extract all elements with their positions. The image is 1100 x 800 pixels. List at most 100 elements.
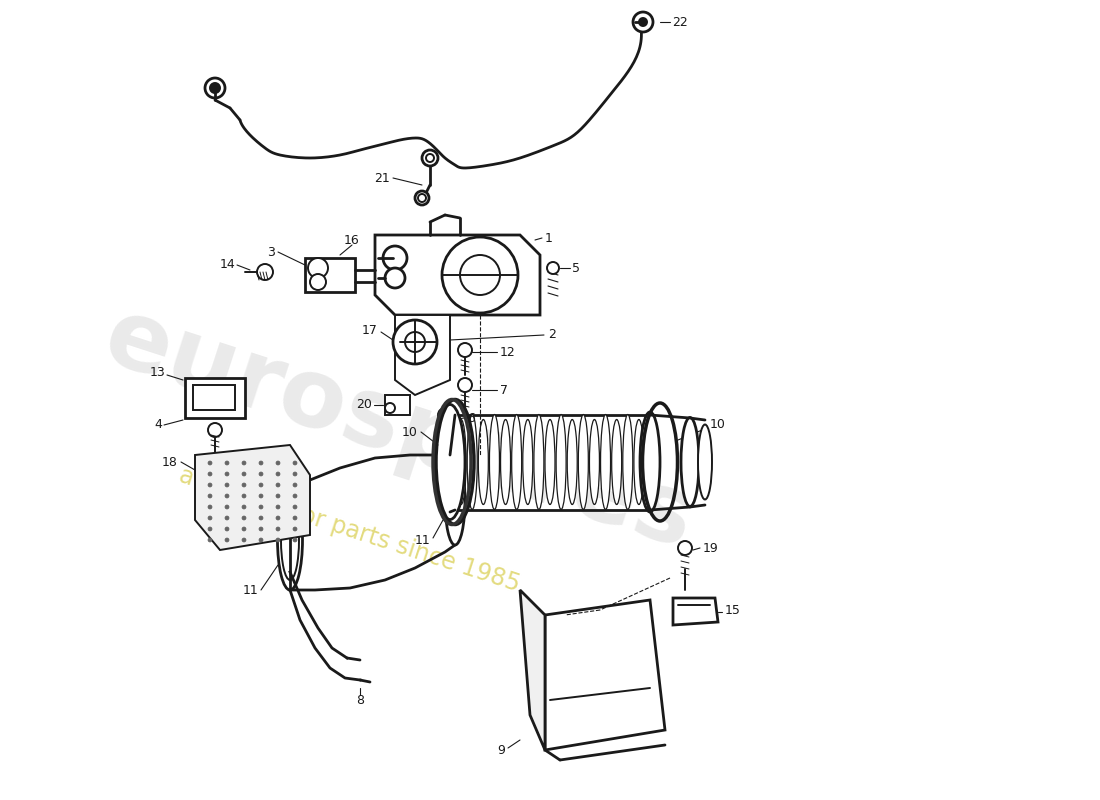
Text: 2: 2 (548, 329, 556, 342)
Circle shape (276, 483, 280, 487)
Circle shape (258, 527, 263, 531)
Polygon shape (673, 598, 718, 625)
Ellipse shape (446, 414, 455, 510)
Circle shape (442, 237, 518, 313)
Circle shape (276, 461, 280, 465)
Circle shape (208, 516, 212, 520)
Text: 21: 21 (374, 171, 390, 185)
Text: 7: 7 (500, 383, 508, 397)
Polygon shape (395, 315, 450, 395)
Circle shape (226, 483, 229, 487)
Text: eurospares: eurospares (94, 291, 706, 569)
Circle shape (242, 527, 246, 531)
Text: 17: 17 (362, 323, 378, 337)
Circle shape (385, 268, 405, 288)
Ellipse shape (478, 419, 488, 505)
Circle shape (205, 78, 225, 98)
Ellipse shape (681, 418, 698, 506)
Circle shape (438, 408, 452, 422)
Ellipse shape (640, 412, 660, 512)
Ellipse shape (634, 419, 643, 505)
Circle shape (208, 538, 212, 542)
Circle shape (310, 274, 326, 290)
Text: 12: 12 (500, 346, 516, 358)
Circle shape (293, 483, 297, 487)
Text: 3: 3 (267, 246, 275, 258)
Ellipse shape (568, 419, 578, 505)
Text: 20: 20 (356, 398, 372, 411)
Circle shape (242, 483, 246, 487)
Circle shape (208, 527, 212, 531)
Circle shape (226, 538, 229, 542)
Polygon shape (192, 385, 235, 410)
Circle shape (242, 494, 246, 498)
Ellipse shape (612, 419, 621, 505)
Text: 5: 5 (572, 262, 580, 274)
Circle shape (460, 255, 500, 295)
Ellipse shape (456, 419, 466, 505)
Circle shape (226, 516, 229, 520)
Text: 16: 16 (344, 234, 360, 246)
Ellipse shape (579, 414, 588, 510)
Circle shape (415, 191, 429, 205)
Circle shape (242, 472, 246, 476)
Ellipse shape (434, 405, 465, 519)
Circle shape (405, 332, 425, 352)
Ellipse shape (280, 500, 299, 580)
Circle shape (208, 472, 212, 476)
Polygon shape (375, 235, 540, 315)
Circle shape (393, 320, 437, 364)
Circle shape (276, 494, 280, 498)
Text: 8: 8 (356, 694, 364, 706)
Circle shape (242, 505, 246, 509)
Circle shape (422, 150, 438, 166)
Polygon shape (195, 445, 310, 550)
Text: 19: 19 (703, 542, 718, 554)
Ellipse shape (601, 414, 610, 510)
Circle shape (293, 516, 297, 520)
Circle shape (208, 505, 212, 509)
Text: 11: 11 (242, 583, 258, 597)
Circle shape (208, 461, 212, 465)
Polygon shape (385, 395, 410, 415)
Ellipse shape (446, 455, 465, 545)
Circle shape (293, 494, 297, 498)
Circle shape (426, 154, 434, 162)
Circle shape (258, 472, 263, 476)
Ellipse shape (544, 419, 556, 505)
Circle shape (276, 472, 280, 476)
Ellipse shape (512, 414, 521, 510)
Ellipse shape (277, 490, 302, 590)
Circle shape (208, 483, 212, 487)
Circle shape (258, 516, 263, 520)
Ellipse shape (490, 414, 499, 510)
Ellipse shape (534, 414, 543, 510)
Text: 10: 10 (403, 426, 418, 438)
Text: 6: 6 (468, 411, 475, 425)
Text: 13: 13 (150, 366, 165, 378)
Circle shape (258, 538, 263, 542)
Ellipse shape (623, 414, 632, 510)
Circle shape (226, 472, 229, 476)
Ellipse shape (698, 425, 712, 499)
Circle shape (632, 12, 653, 32)
Text: a passion for parts since 1985: a passion for parts since 1985 (176, 463, 524, 597)
Ellipse shape (590, 419, 600, 505)
Text: 1: 1 (544, 231, 553, 245)
Circle shape (385, 403, 395, 413)
Text: 9: 9 (497, 743, 505, 757)
Circle shape (276, 527, 280, 531)
Circle shape (210, 83, 220, 93)
Circle shape (458, 343, 472, 357)
Circle shape (226, 527, 229, 531)
Circle shape (258, 494, 263, 498)
Text: 10: 10 (710, 418, 726, 431)
Polygon shape (544, 600, 666, 750)
Circle shape (293, 527, 297, 531)
Circle shape (242, 538, 246, 542)
Circle shape (293, 461, 297, 465)
Circle shape (258, 461, 263, 465)
Circle shape (258, 505, 263, 509)
Circle shape (257, 264, 273, 280)
Text: 18: 18 (162, 455, 178, 469)
